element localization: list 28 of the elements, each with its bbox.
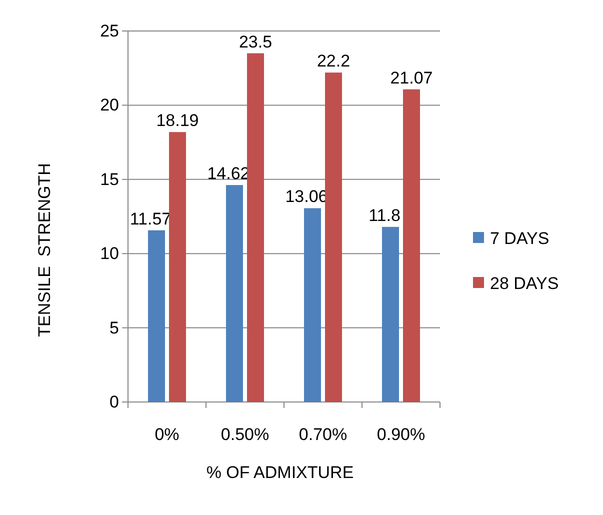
- bar: [325, 72, 342, 402]
- data-label: 21.07: [390, 68, 433, 88]
- data-label: 11.57: [130, 209, 172, 228]
- y-tick-label: 15: [100, 170, 119, 189]
- x-tick-label: 0%: [154, 425, 180, 444]
- bar: [304, 208, 321, 402]
- x-tick-label: 0.90%: [376, 425, 426, 444]
- y-tick-label: 10: [100, 244, 119, 264]
- x-tick-label: 0.70%: [298, 425, 348, 444]
- data-label: 23.5: [238, 32, 272, 52]
- y-tick-label: 0: [110, 392, 119, 412]
- y-tick-label: 20: [100, 96, 119, 115]
- bar: [226, 185, 243, 402]
- y-tick-label: 25: [100, 21, 119, 40]
- bar: [148, 230, 165, 402]
- x-axis-title: % OF ADMIXTURE: [206, 463, 354, 482]
- bar: [169, 132, 186, 402]
- data-label: 18.19: [156, 111, 199, 130]
- bar: [403, 89, 420, 402]
- bar: [247, 53, 264, 402]
- legend-label: 7 DAYS: [490, 229, 550, 248]
- legend-label: 28 DAYS: [490, 274, 559, 293]
- x-tick-label: 0.50%: [220, 425, 270, 444]
- y-axis-title: TENSILE STRENGTH: [35, 163, 54, 337]
- data-label: 22.2: [316, 52, 350, 71]
- bar: [382, 226, 399, 402]
- y-tick-label: 5: [110, 318, 119, 338]
- data-label: 11.8: [368, 206, 400, 225]
